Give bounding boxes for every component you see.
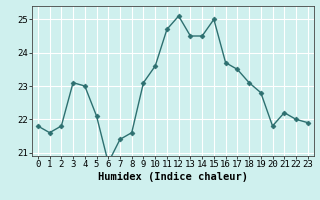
X-axis label: Humidex (Indice chaleur): Humidex (Indice chaleur) <box>98 172 248 182</box>
